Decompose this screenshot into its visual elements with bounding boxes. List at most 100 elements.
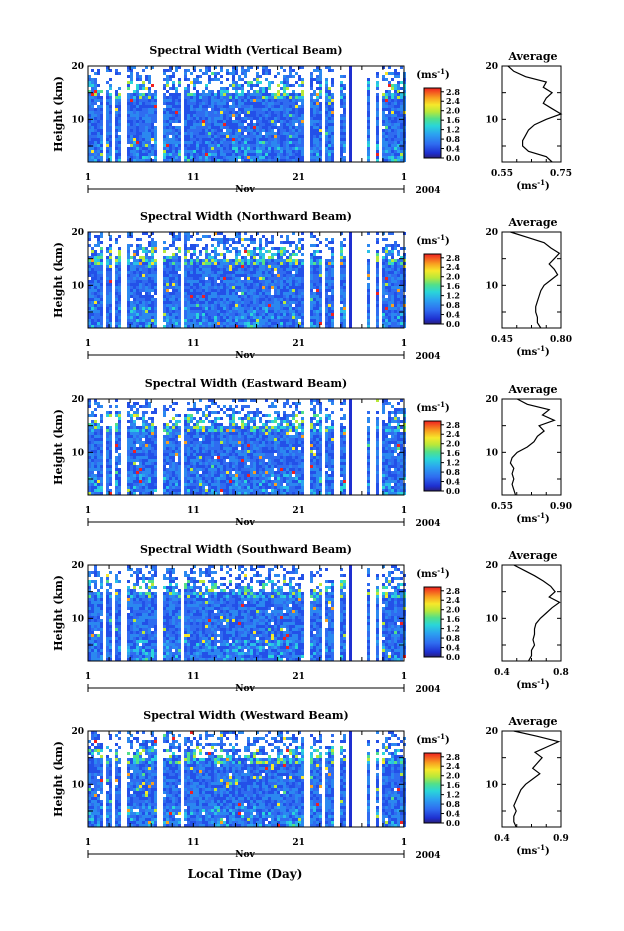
average-x-label: (ms-1) bbox=[516, 178, 549, 192]
average-x-label: (ms-1) bbox=[516, 511, 549, 525]
colorbar-tick-label: 0.8 bbox=[446, 799, 460, 809]
x-tick-label: 1 bbox=[85, 506, 91, 516]
colorbar-tick-label: 0.0 bbox=[446, 153, 460, 163]
colorbar bbox=[423, 752, 442, 824]
colorbar-tick-label: 0.0 bbox=[446, 652, 460, 662]
colorbar-tick-label: 2.8 bbox=[446, 752, 460, 762]
colorbar-tick-label: 1.6 bbox=[446, 780, 460, 790]
x-tick-label: 11 bbox=[187, 173, 200, 183]
average-x-tick-label: 0.90 bbox=[550, 502, 572, 512]
x-tick-label: 1 bbox=[401, 339, 407, 349]
average-frame bbox=[501, 231, 562, 329]
year-label: 2004 bbox=[415, 851, 440, 861]
average-y-tick-label: 10 bbox=[485, 281, 498, 291]
average-x-tick-label: 0.4 bbox=[494, 834, 510, 844]
colorbar-tick-label: 0.8 bbox=[446, 134, 460, 144]
average-frame bbox=[501, 398, 562, 496]
colorbar-tick-label: 0.8 bbox=[446, 300, 460, 310]
x-tick-label: 21 bbox=[292, 173, 305, 183]
average-x-label: (ms-1) bbox=[516, 344, 549, 358]
heatmap-cells bbox=[88, 399, 406, 495]
average-y-tick-label: 10 bbox=[485, 115, 498, 125]
average-x-label: (ms-1) bbox=[516, 843, 549, 857]
average-frame bbox=[501, 564, 562, 662]
month-label: Nov bbox=[235, 351, 255, 361]
x-tick-label: 11 bbox=[187, 672, 200, 682]
colorbar-tick-label: 2.8 bbox=[446, 420, 460, 430]
year-label: 2004 bbox=[415, 519, 440, 529]
average-title: Average bbox=[507, 383, 557, 396]
colorbar-tick-label: 2.0 bbox=[446, 605, 460, 615]
x-tick-label: 21 bbox=[292, 672, 305, 682]
y-axis-label: Height (km) bbox=[52, 76, 65, 152]
average-y-tick-label: 20 bbox=[485, 228, 498, 238]
colorbar-tick-label: 0.4 bbox=[446, 144, 460, 154]
colorbar-tick-label: 0.4 bbox=[446, 809, 460, 819]
average-title: Average bbox=[507, 50, 557, 63]
colorbar-tick-label: 2.4 bbox=[446, 761, 460, 771]
average-y-tick-label: 20 bbox=[485, 561, 498, 571]
x-tick-label: 11 bbox=[187, 339, 200, 349]
average-profile-line bbox=[509, 398, 556, 496]
colorbar-tick-label: 2.0 bbox=[446, 272, 460, 282]
x-tick-label: 21 bbox=[292, 339, 305, 349]
x-tick-label: 1 bbox=[85, 173, 91, 183]
chart-title: Spectral Width (Westward Beam) bbox=[143, 709, 348, 722]
y-tick-label: 10 bbox=[71, 115, 84, 125]
month-label: Nov bbox=[235, 850, 255, 860]
heatmap-cells bbox=[88, 232, 406, 328]
x-tick-label: 11 bbox=[187, 838, 200, 848]
colorbar-tick-label: 1.6 bbox=[446, 281, 460, 291]
x-tick-label: 1 bbox=[401, 506, 407, 516]
heatmap-cells bbox=[88, 66, 406, 162]
plot-frame bbox=[87, 398, 405, 496]
colorbar-tick-label: 0.4 bbox=[446, 477, 460, 487]
y-tick-label: 20 bbox=[71, 727, 84, 737]
chart-title: Spectral Width (Eastward Beam) bbox=[145, 377, 347, 390]
average-title: Average bbox=[507, 549, 557, 562]
y-tick-label: 10 bbox=[71, 448, 84, 458]
average-title: Average bbox=[507, 216, 557, 229]
colorbar-tick-label: 2.4 bbox=[446, 595, 460, 605]
colorbar-tick-label: 2.4 bbox=[446, 262, 460, 272]
colorbar-tick-label: 2.0 bbox=[446, 771, 460, 781]
y-tick-label: 10 bbox=[71, 281, 84, 291]
colorbar-unit: (ms-1) bbox=[416, 566, 449, 580]
average-x-label: (ms-1) bbox=[516, 677, 549, 691]
y-tick-label: 20 bbox=[71, 395, 84, 405]
colorbar-tick-label: 1.2 bbox=[446, 624, 460, 634]
average-x-tick-label: 0.45 bbox=[491, 335, 513, 345]
average-frame bbox=[501, 730, 562, 828]
x-tick-label: 21 bbox=[292, 506, 305, 516]
colorbar bbox=[423, 253, 442, 325]
colorbar-tick-label: 0.0 bbox=[446, 319, 460, 329]
average-profile-line bbox=[513, 564, 561, 662]
colorbar-tick-label: 1.2 bbox=[446, 291, 460, 301]
x-tick-label: 1 bbox=[85, 672, 91, 682]
colorbar-tick-label: 2.0 bbox=[446, 439, 460, 449]
year-label: 2004 bbox=[415, 186, 440, 196]
colorbar-tick-label: 2.8 bbox=[446, 87, 460, 97]
average-x-tick-label: 0.55 bbox=[491, 502, 513, 512]
panel-1: Spectral Width (Vertical Beam)1 11 21 11020… bbox=[52, 44, 572, 196]
month-label: Nov bbox=[235, 185, 255, 195]
average-y-tick-label: 10 bbox=[485, 780, 498, 790]
y-tick-label: 10 bbox=[71, 614, 84, 624]
y-axis-label: Height (km) bbox=[52, 242, 65, 318]
colorbar-tick-label: 2.4 bbox=[446, 429, 460, 439]
panel-3: Spectral Width (Eastward Beam)1 11 21 11020… bbox=[52, 377, 572, 529]
average-y-tick-label: 10 bbox=[485, 614, 498, 624]
colorbar bbox=[423, 420, 442, 492]
colorbar-tick-label: 1.2 bbox=[446, 790, 460, 800]
y-axis-label: Height (km) bbox=[52, 575, 65, 651]
heatmap-cells bbox=[88, 565, 406, 661]
colorbar-tick-label: 2.8 bbox=[446, 586, 460, 596]
x-tick-label: 1 bbox=[85, 838, 91, 848]
panel-5: Spectral Width (Westward Beam)1 11 21 11020… bbox=[52, 709, 569, 861]
colorbar-tick-label: 2.0 bbox=[446, 106, 460, 116]
chart-title: Spectral Width (Northward Beam) bbox=[140, 210, 352, 223]
x-tick-label: 1 bbox=[401, 672, 407, 682]
colorbar-tick-label: 0.0 bbox=[446, 486, 460, 496]
y-axis-label: Height (km) bbox=[52, 409, 65, 485]
